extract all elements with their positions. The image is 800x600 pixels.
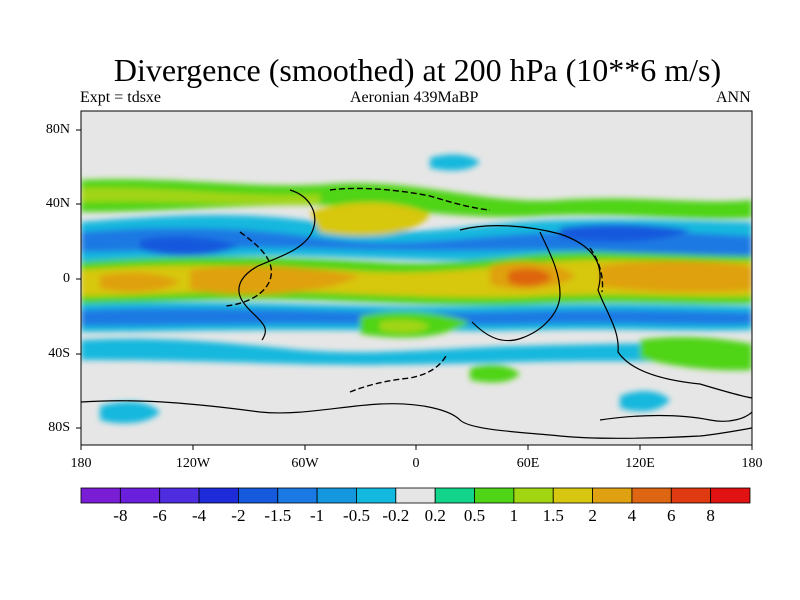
atlantic-green-cell bbox=[470, 364, 520, 383]
colorbar-label: -0.5 bbox=[343, 506, 370, 525]
y-label-80n: 80N bbox=[45, 122, 70, 137]
colorbar-label: -0.2 bbox=[382, 506, 410, 525]
dashed-coast-north bbox=[329, 187, 491, 211]
coastline-gondwana bbox=[459, 225, 752, 399]
x-label-120w: 120W bbox=[175, 456, 211, 471]
colorbar-label: 2 bbox=[588, 506, 597, 525]
sh-light-cyan-band bbox=[81, 338, 752, 365]
season-label: ANN bbox=[716, 89, 751, 106]
colorbar-swatch bbox=[474, 487, 515, 504]
y-label-0: 0 bbox=[63, 271, 70, 286]
contour-fill bbox=[81, 154, 752, 424]
x-label-0: 0 bbox=[412, 456, 420, 471]
x-label-180w: 180 bbox=[70, 456, 92, 471]
divergence-field bbox=[81, 111, 752, 445]
eq-orange-core-west bbox=[190, 265, 360, 295]
x-label-60e: 60E bbox=[516, 456, 540, 471]
colorbar-swatch bbox=[159, 487, 200, 504]
colorbar-label: -6 bbox=[152, 506, 167, 525]
colorbar-label: -4 bbox=[192, 506, 207, 525]
colorbar-label: 0.2 bbox=[424, 506, 446, 525]
colorbar-swatch bbox=[710, 487, 751, 504]
eq-red-core bbox=[508, 268, 552, 287]
dashed-coastlines bbox=[225, 187, 604, 393]
sh-yellow-cell bbox=[380, 319, 430, 333]
colorbar-label: -8 bbox=[113, 506, 128, 525]
colorbar-swatch bbox=[80, 487, 121, 504]
colorbar-label: 0.5 bbox=[463, 506, 486, 525]
colorbar-swatch bbox=[198, 487, 239, 504]
coastlines bbox=[81, 189, 752, 439]
colorbar-swatch bbox=[670, 487, 712, 504]
chart-title: Divergence (smoothed) at 200 hPa (10**6 … bbox=[113, 52, 722, 88]
colorbar-swatch bbox=[277, 487, 318, 504]
colorbar-label: 6 bbox=[667, 506, 676, 525]
coastline-polar bbox=[599, 411, 752, 422]
coastline-south bbox=[81, 400, 752, 439]
period-label: Aeronian 439MaBP bbox=[350, 89, 479, 106]
colorbar-swatch bbox=[356, 487, 397, 504]
colorbar-swatch bbox=[434, 487, 475, 504]
coastline-americas bbox=[238, 189, 316, 341]
colorbar-swatch bbox=[395, 487, 436, 504]
eq-orange-core-pacific bbox=[100, 272, 180, 292]
coastline-east bbox=[471, 231, 561, 342]
x-label-60w: 60W bbox=[291, 456, 319, 471]
arctic-cyan-cell bbox=[430, 154, 480, 171]
x-label-120e: 120E bbox=[625, 456, 655, 471]
colorbar-swatch bbox=[513, 487, 554, 504]
x-label-180e: 180 bbox=[741, 456, 763, 471]
dashed-coast-east bbox=[589, 247, 604, 293]
colorbar-label: -1.5 bbox=[264, 506, 292, 525]
colorbar bbox=[80, 487, 751, 504]
atlantic-divergence-cell bbox=[310, 202, 430, 236]
colorbar-label: 1 bbox=[509, 506, 519, 525]
colorbar-swatch bbox=[316, 487, 357, 504]
colorbar-swatch bbox=[631, 487, 672, 504]
sh-cyan-cell-southwest bbox=[100, 401, 160, 424]
y-label-40n: 40N bbox=[45, 196, 70, 211]
sh-green-cell-east bbox=[640, 337, 752, 371]
colorbar-label: 8 bbox=[706, 506, 715, 525]
dashed-coast-central bbox=[225, 231, 272, 307]
colorbar-label: -1 bbox=[310, 506, 325, 525]
experiment-label: Expt = tdsxe bbox=[80, 89, 162, 106]
sh-cyan-cell-south bbox=[620, 391, 670, 412]
dashed-coast-south bbox=[349, 355, 447, 393]
y-label-80s: 80S bbox=[48, 420, 70, 435]
nh-deep-blue-cell-east bbox=[560, 224, 690, 242]
x-ticks bbox=[80, 445, 753, 450]
colorbar-swatch bbox=[238, 487, 279, 504]
nh-light-green-band bbox=[81, 187, 320, 205]
colorbar-label: -2 bbox=[231, 506, 246, 525]
colorbar-swatch bbox=[552, 487, 593, 504]
eq-orange-core-east bbox=[600, 260, 752, 293]
colorbar-swatch bbox=[592, 487, 633, 504]
y-label-40s: 40S bbox=[48, 346, 70, 361]
colorbar-swatch bbox=[119, 487, 161, 504]
nh-deep-blue-cell bbox=[140, 236, 240, 256]
colorbar-label: 4 bbox=[627, 506, 637, 525]
nh-green-band bbox=[81, 179, 752, 219]
y-ticks bbox=[76, 129, 81, 429]
colorbar-label: 1.5 bbox=[542, 506, 564, 525]
